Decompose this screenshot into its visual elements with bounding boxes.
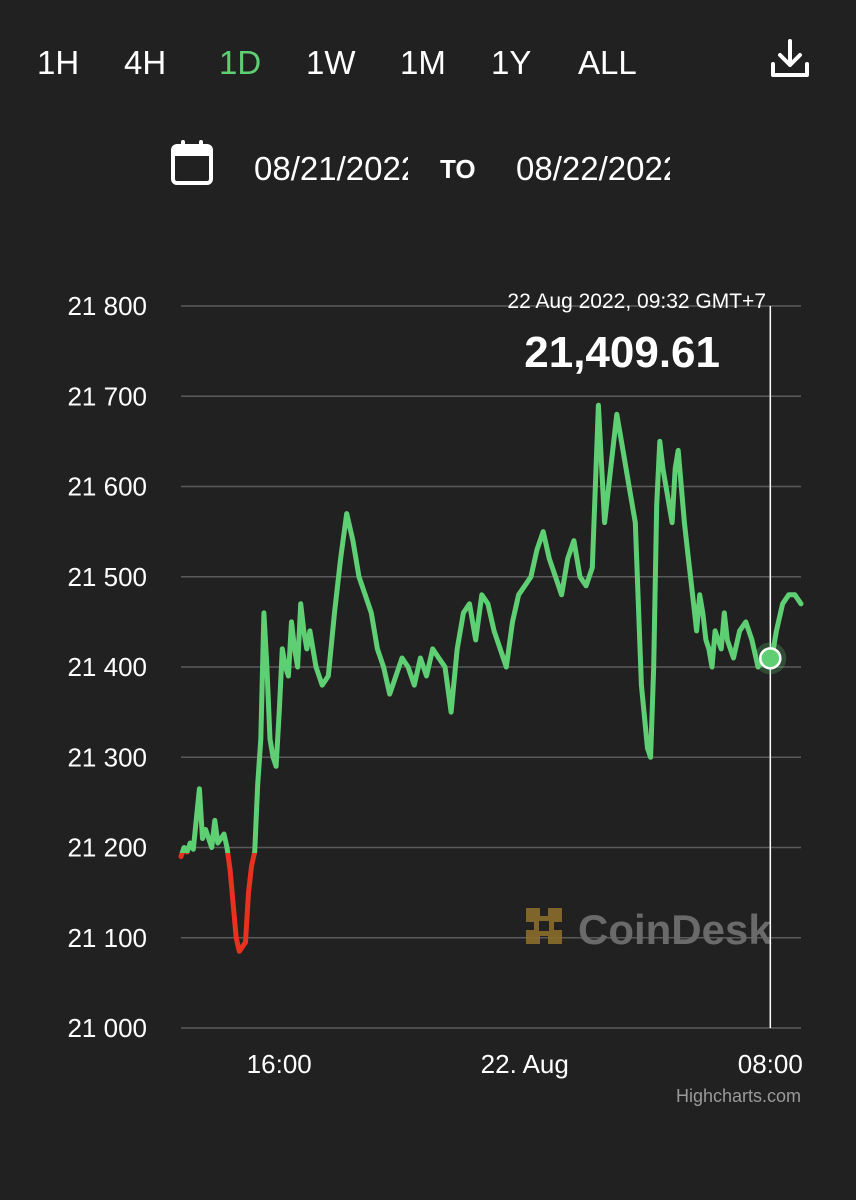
coindesk-watermark-text: CoinDesk	[578, 906, 772, 953]
tab-1h[interactable]: 1H	[37, 38, 79, 88]
time-range-tabs: 1H 4H 1D 1W 1M 1Y ALL	[0, 38, 856, 88]
coindesk-logo-icon	[526, 908, 562, 944]
download-icon[interactable]	[770, 38, 810, 80]
date-range-picker: TO	[0, 132, 856, 202]
date-to-label: TO	[440, 154, 476, 184]
coindesk-watermark: CoinDesk	[526, 906, 772, 953]
price-series-line	[178, 402, 804, 954]
tab-1m[interactable]: 1M	[400, 38, 446, 88]
tab-1w[interactable]: 1W	[306, 38, 356, 88]
x-axis-labels: 16:00 22. Aug 08:00	[247, 1049, 803, 1079]
date-from-input[interactable]	[254, 144, 408, 194]
y-tick-label: 21 700	[67, 381, 147, 411]
x-tick-label: 08:00	[738, 1049, 803, 1079]
tab-1y[interactable]: 1Y	[491, 38, 531, 88]
tab-4h[interactable]: 4H	[124, 38, 166, 88]
y-tick-label: 21 800	[67, 291, 147, 321]
calendar-icon[interactable]	[170, 138, 214, 186]
y-tick-label: 21 200	[67, 833, 147, 863]
date-to-input[interactable]	[516, 144, 670, 194]
tooltip-datetime: 22 Aug 2022, 09:32 GMT+7	[507, 290, 766, 313]
y-tick-label: 21 000	[67, 1013, 147, 1043]
y-tick-label: 21 500	[67, 562, 147, 592]
y-axis-labels: 21 000 21 100 21 200 21 300 21 400 21 500 21 6…	[67, 291, 147, 1043]
tooltip-value: 21,409.61	[524, 328, 720, 377]
y-tick-label: 21 300	[67, 742, 147, 772]
y-tick-label: 21 400	[67, 652, 147, 682]
y-tick-label: 21 600	[67, 472, 147, 502]
tab-all[interactable]: ALL	[578, 38, 637, 88]
x-tick-label: 16:00	[247, 1049, 312, 1079]
y-tick-label: 21 100	[67, 923, 147, 953]
price-chart: 21 000 21 100 21 200 21 300 21 400 21 500 21 6…	[0, 240, 856, 1120]
tab-1d[interactable]: 1D	[219, 38, 261, 88]
highcharts-credits[interactable]: Highcharts.com	[676, 1086, 801, 1106]
price-chart-svg: 21 000 21 100 21 200 21 300 21 400 21 500 21 6…	[67, 290, 804, 1106]
x-tick-label: 22. Aug	[481, 1049, 569, 1079]
hover-point[interactable]	[759, 647, 782, 670]
